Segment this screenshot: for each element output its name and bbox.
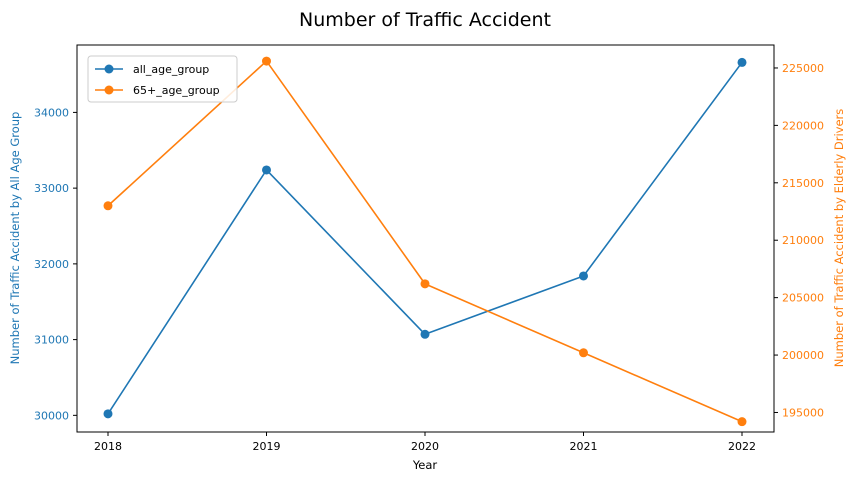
y-axis-left-title: Number of Traffic Accident by All Age Gr… — [8, 112, 22, 365]
y-axis-left: 30000 31000 32000 33000 34000 — [34, 106, 77, 422]
y-axis-right: 195000 200000 205000 210000 215000 220000 2250… — [774, 62, 824, 419]
y-right-tick-label: 215000 — [782, 177, 824, 190]
x-tick-label: 2020 — [411, 440, 439, 453]
y-right-tick-label: 200000 — [782, 349, 824, 362]
x-tick-label: 2019 — [253, 440, 281, 453]
y-right-tick-label: 210000 — [782, 234, 824, 247]
legend-label-65plus: 65+_age_group — [133, 84, 220, 97]
legend-marker-all-age — [104, 64, 114, 74]
data-point-all-age-group — [103, 409, 113, 419]
x-tick-label: 2018 — [94, 440, 122, 453]
legend-label-all-age: all_age_group — [133, 63, 209, 76]
y-right-tick-label: 220000 — [782, 119, 824, 132]
data-point-65plus-age-group — [579, 348, 588, 358]
y-axis-right-title: Number of Traffic Accident by Elderly Dr… — [832, 109, 846, 368]
data-point-65plus-age-group — [262, 56, 271, 66]
y-left-tick-label: 30000 — [34, 409, 69, 422]
y-right-tick-label: 225000 — [782, 62, 824, 75]
series-line-65plus-age-group — [107, 60, 743, 423]
data-point-all-age-group — [262, 165, 271, 175]
series-line-all-age-group — [107, 61, 743, 415]
data-point-all-age-group — [579, 271, 588, 281]
data-point-65plus-age-group — [737, 417, 747, 427]
series-layer — [103, 56, 747, 427]
y-left-tick-label: 34000 — [34, 106, 69, 119]
data-point-65plus-age-group — [420, 279, 430, 289]
data-point-all-age-group — [737, 57, 747, 67]
chart-title: Number of Traffic Accident — [299, 9, 551, 31]
x-axis: 2018 2019 2020 2021 2022 — [94, 432, 756, 453]
x-axis-title: Year — [412, 458, 438, 472]
y-right-tick-label: 205000 — [782, 292, 824, 305]
y-left-tick-label: 32000 — [34, 258, 69, 271]
plot-frame — [76, 44, 775, 433]
y-right-tick-label: 195000 — [782, 406, 824, 419]
x-tick-label: 2021 — [570, 440, 598, 453]
legend-marker-65plus — [104, 85, 114, 95]
legend: all_age_group 65+_age_group — [87, 55, 238, 103]
data-point-65plus-age-group — [103, 201, 113, 211]
y-left-tick-label: 33000 — [34, 182, 69, 195]
x-tick-label: 2022 — [728, 440, 756, 453]
data-point-all-age-group — [420, 329, 430, 339]
y-left-tick-label: 31000 — [34, 334, 69, 347]
legend-box — [87, 55, 238, 103]
